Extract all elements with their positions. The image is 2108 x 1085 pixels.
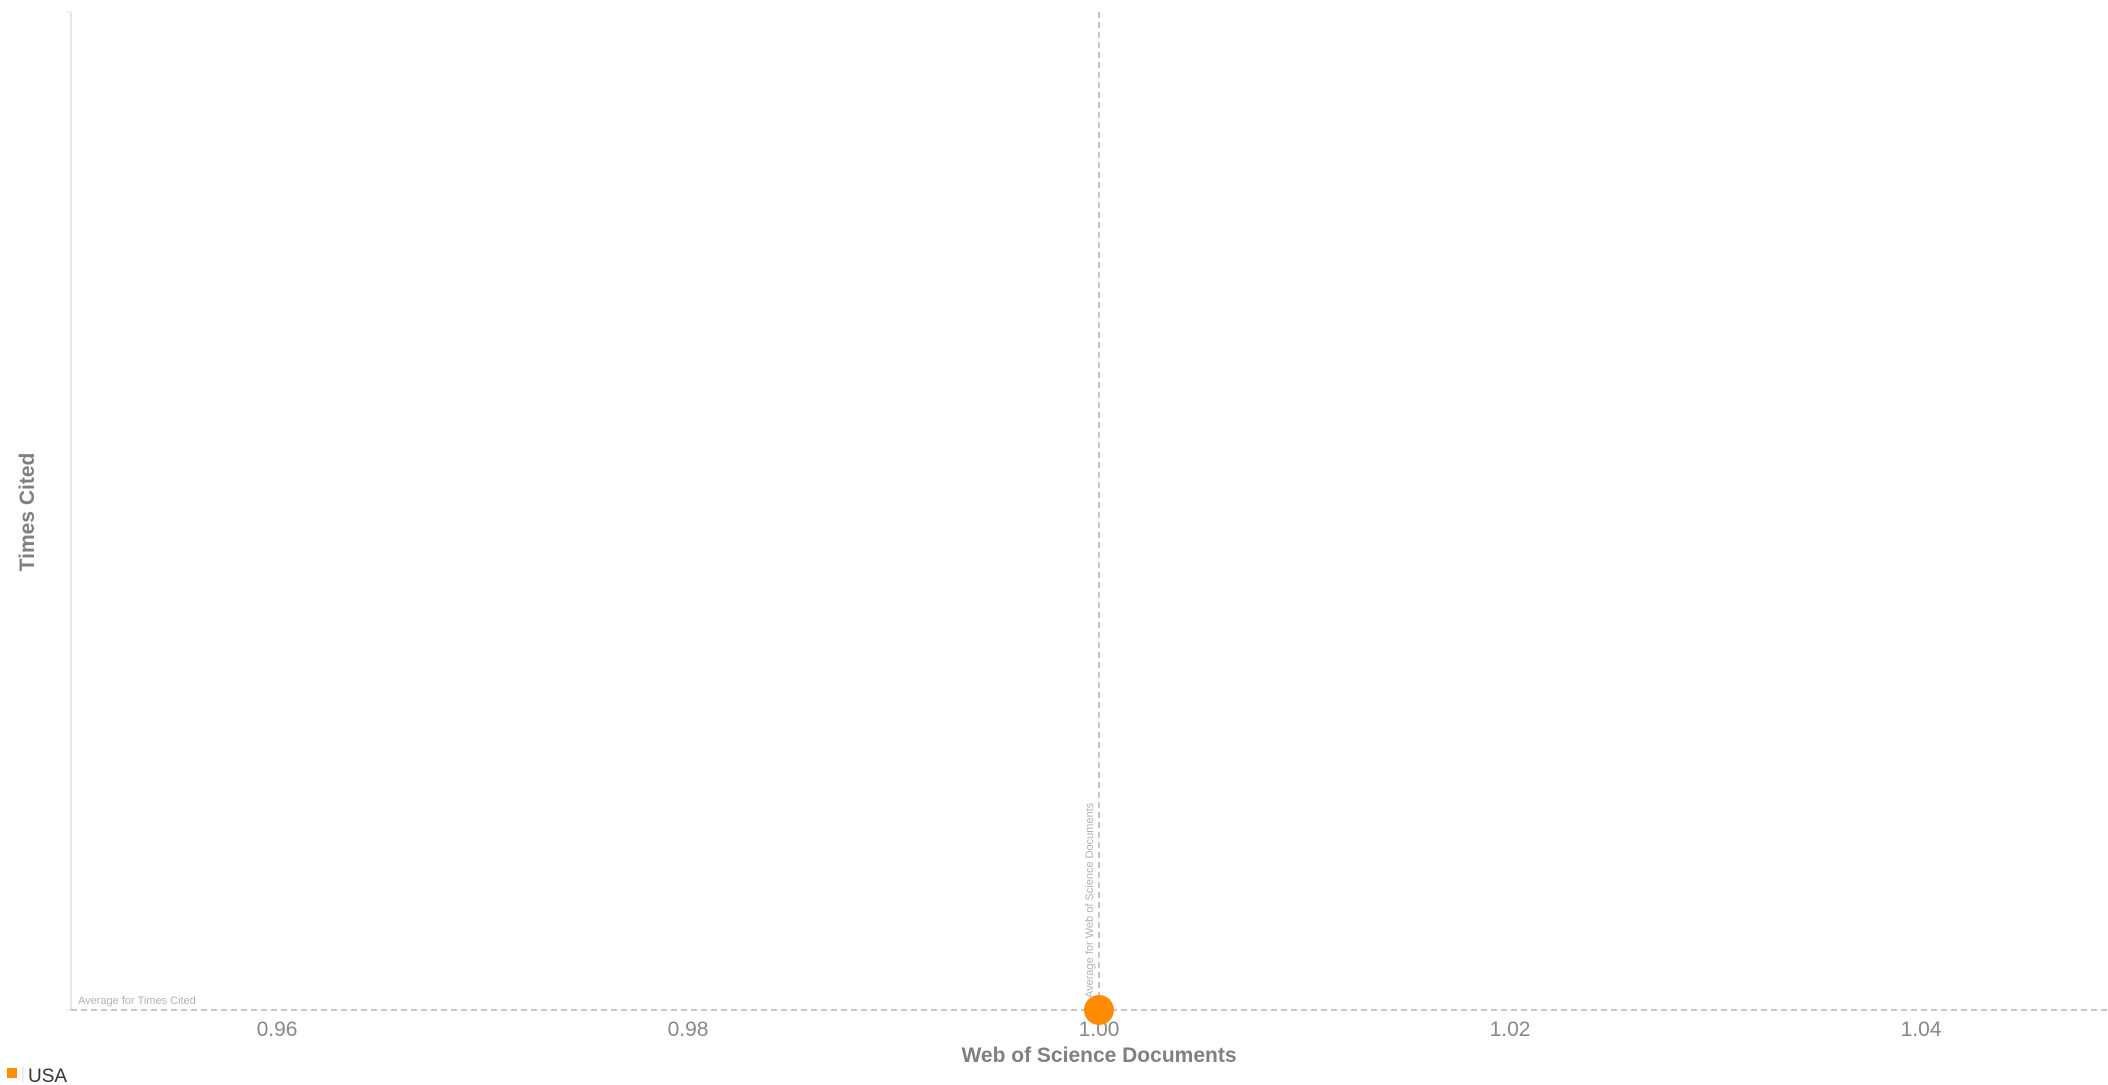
legend[interactable]: USA — [7, 1066, 67, 1085]
x-tick-label: 0.96 — [257, 1018, 298, 1041]
average-y-reference-label: Average for Times Cited — [78, 995, 196, 1007]
x-tick-label: 1.00 — [1079, 1018, 1120, 1041]
data-point[interactable] — [1084, 995, 1114, 1025]
y-axis-title: Times Cited — [16, 453, 39, 572]
x-tick-label: 0.98 — [668, 1018, 709, 1041]
data-points — [1084, 995, 1114, 1025]
average-x-reference-label: Average for Web of Science Documents — [1084, 802, 1096, 998]
legend-swatch-usa — [7, 1068, 17, 1078]
x-tick-label: 1.02 — [1490, 1018, 1531, 1041]
x-tick-labels: 0.96 0.98 1.00 1.02 1.04 — [257, 1018, 1942, 1041]
legend-label-usa: USA — [28, 1066, 67, 1085]
x-tick-label: 1.04 — [1901, 1018, 1942, 1041]
x-axis-title: Web of Science Documents — [961, 1044, 1236, 1067]
